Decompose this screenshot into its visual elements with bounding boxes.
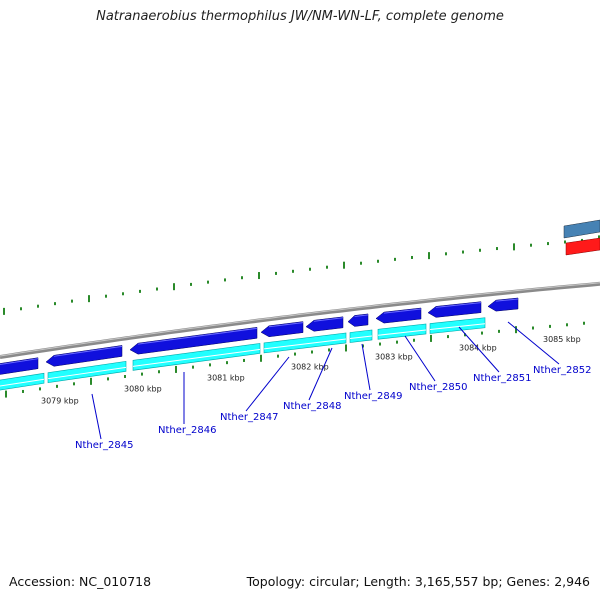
- cds-arrow-shine-0: [0, 358, 39, 366]
- accession-text: Accession: NC_010718: [9, 574, 152, 589]
- gene-label: Nther_2846: [158, 425, 216, 436]
- backbone-line: [0, 281, 600, 359]
- cds-arrow-shine-2: [137, 327, 258, 345]
- cds-arrow-7: [427, 301, 482, 318]
- cds-arrow-shine-6: [383, 308, 422, 314]
- gene-leader-line: [361, 343, 371, 391]
- cds-band-2: [132, 343, 261, 371]
- cds-arrow-8: [487, 297, 519, 312]
- cds-track: [0, 297, 519, 375]
- cds-arrow-0: [0, 357, 39, 375]
- cds-band-track: [0, 317, 486, 391]
- cds-band-6: [429, 317, 486, 334]
- cds-arrow-2: [129, 327, 258, 355]
- cds-band-shine-1: [47, 366, 127, 380]
- cds-band-3: [263, 332, 347, 354]
- kbp-tick-label: 3081 kbp: [207, 373, 245, 382]
- gene-label: Nther_2851: [473, 373, 531, 384]
- cds-band-shine-4: [349, 335, 373, 339]
- genome-backbone: [0, 281, 600, 359]
- kbp-tick-label: 3083 kbp: [375, 353, 413, 362]
- gene-leader-line: [308, 347, 333, 401]
- upper-gene-block: [563, 219, 600, 239]
- cds-arrow-shine-8: [495, 298, 519, 302]
- cds-arrow-6: [375, 307, 422, 324]
- gene-leader-line: [245, 356, 290, 412]
- gene-label: Nther_2849: [344, 391, 402, 402]
- gene-label: Nther_2848: [283, 401, 341, 412]
- cds-band-shine-6: [429, 323, 486, 331]
- upper-red-block: [565, 237, 600, 256]
- cds-band-shine-5: [377, 329, 427, 336]
- cds-arrow-3: [260, 321, 304, 338]
- cds-arrow-shine-1: [53, 345, 123, 357]
- kbp-tick-label: 3082 kbp: [291, 363, 329, 372]
- gene-label: Nther_2852: [533, 365, 591, 376]
- cds-arrow-shine-3: [268, 322, 304, 328]
- kbp-tick-label: 3085 kbp: [543, 335, 581, 344]
- gene-leader-line: [91, 393, 102, 440]
- gene-leader-line: [458, 326, 500, 373]
- cds-arrow-shine-7: [435, 302, 482, 308]
- kbp-tick-label: 3080 kbp: [124, 385, 162, 394]
- cds-band-5: [377, 323, 427, 340]
- gene-labels: Nther_2845 Nther_2846 Nther_2847 Nther_2848…: [75, 321, 591, 451]
- gene-leader-line: [404, 335, 436, 382]
- cds-band-0: [0, 372, 45, 391]
- upper-track: [563, 219, 600, 256]
- gene-label: Nther_2845: [75, 440, 133, 451]
- gene-label: Nther_2850: [409, 382, 467, 393]
- cds-arrow-5: [347, 313, 369, 327]
- map-title: Natranaerobius thermophilus JW/NM-WN-LF,…: [96, 9, 504, 24]
- kbp-tick-label: 3079 kbp: [41, 397, 79, 406]
- cds-band-shine-3: [263, 338, 347, 350]
- cds-band-shine-2: [132, 348, 261, 367]
- gc-skew-track: [3, 235, 600, 398]
- gene-leader-line: [507, 321, 560, 365]
- backbone-highlight: [0, 282, 600, 357]
- cds-band-1: [47, 360, 127, 384]
- cds-band-4: [349, 329, 373, 343]
- cds-arrow-1: [45, 345, 123, 367]
- cds-band-shine-0: [0, 378, 45, 387]
- cds-arrow-shine-5: [354, 314, 369, 317]
- gene-label: Nther_2847: [220, 412, 278, 423]
- cds-arrow-4: [305, 316, 344, 332]
- cds-arrow-shine-4: [313, 317, 344, 322]
- topology-text: Topology: circular; Length: 3,165,557 bp…: [246, 574, 590, 589]
